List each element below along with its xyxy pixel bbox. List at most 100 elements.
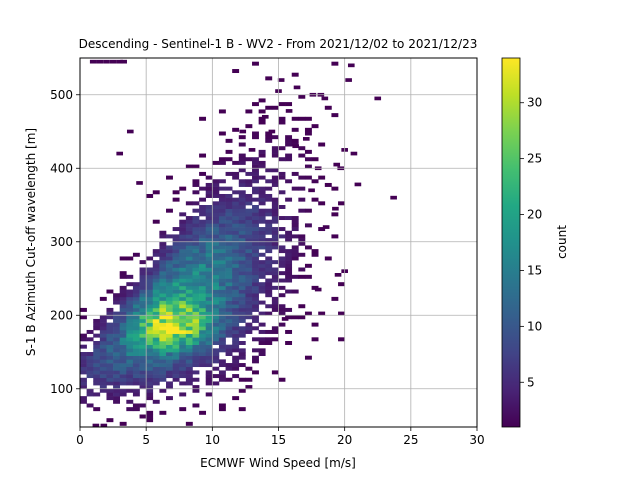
heatmap-cell — [350, 151, 358, 156]
heatmap-cell — [159, 374, 167, 379]
heatmap-cell — [185, 219, 193, 224]
heatmap-cell — [232, 256, 240, 261]
heatmap-cell — [185, 359, 193, 364]
heatmap-cell — [212, 352, 220, 356]
heatmap-cell — [245, 223, 253, 228]
heatmap-cell — [192, 182, 200, 187]
heatmap-cell — [285, 230, 293, 235]
heatmap-cell — [166, 322, 173, 327]
heatmap-cell — [126, 300, 134, 305]
heatmap-cell — [199, 318, 207, 323]
heatmap-cell — [258, 208, 266, 213]
heatmap-cell — [304, 149, 312, 154]
heatmap-cell — [212, 322, 220, 327]
heatmap-cell — [225, 326, 233, 331]
heatmap-cell — [232, 205, 240, 209]
heatmap-cell — [146, 329, 154, 334]
heatmap-cell — [218, 403, 226, 408]
heatmap-cell — [218, 260, 226, 265]
heatmap-cell — [172, 341, 180, 345]
heatmap-cell — [225, 227, 233, 232]
heatmap-cell — [106, 348, 114, 353]
heatmap-cell — [311, 179, 319, 184]
heatmap-cell — [152, 285, 160, 290]
heatmap-cell — [126, 329, 134, 334]
heatmap-cell — [159, 348, 167, 353]
heatmap-cell — [159, 352, 167, 356]
heatmap-cell — [152, 293, 160, 298]
heatmap-cell — [285, 153, 293, 158]
heatmap-cell — [99, 322, 107, 327]
heatmap-cell — [285, 142, 293, 147]
heatmap-cell — [99, 359, 107, 364]
heatmap-cell — [166, 282, 173, 287]
heatmap-cell — [146, 300, 154, 305]
heatmap-cell — [146, 341, 154, 345]
x-tick-label: 10 — [205, 433, 220, 447]
heatmap-cell — [192, 219, 200, 224]
heatmap-cell — [106, 337, 114, 342]
heatmap-cell — [252, 370, 259, 375]
heatmap-cell — [159, 234, 167, 239]
heatmap-cell — [268, 129, 276, 134]
heatmap-cell — [238, 315, 246, 320]
heatmap-cell — [126, 407, 134, 412]
heatmap-cell — [238, 212, 246, 217]
heatmap-cell — [192, 260, 200, 265]
heatmap-cell — [126, 352, 134, 356]
heatmap-cell — [278, 216, 286, 221]
heatmap-cell — [185, 256, 193, 261]
heatmap-cell — [205, 274, 213, 279]
heatmap-cell — [212, 219, 220, 224]
heatmap-cell — [245, 326, 253, 331]
heatmap-cell — [172, 344, 180, 349]
heatmap-cell — [80, 381, 87, 386]
heatmap-cell — [113, 352, 120, 356]
heatmap-cell — [172, 326, 180, 331]
heatmap-cell — [298, 304, 306, 309]
heatmap-cell — [179, 278, 187, 283]
heatmap-cell — [252, 285, 259, 290]
heatmap-cell — [205, 208, 213, 213]
heatmap-cell — [271, 296, 279, 301]
heatmap-cell — [277, 78, 285, 82]
heatmap-cell — [245, 263, 253, 268]
heatmap-cell — [192, 179, 200, 184]
heatmap-cell — [179, 223, 187, 228]
heatmap-cell — [185, 296, 193, 301]
heatmap-cell — [199, 153, 207, 158]
heatmap-cell — [106, 396, 114, 401]
heatmap-cell — [271, 146, 279, 151]
heatmap-cell — [265, 260, 273, 265]
heatmap-cell — [159, 252, 167, 257]
heatmap-cell — [159, 363, 167, 368]
heatmap-cell — [212, 260, 220, 265]
heatmap-cell — [166, 337, 173, 342]
heatmap-cell — [192, 355, 200, 360]
heatmap-cell — [106, 307, 114, 312]
heatmap-cell — [225, 157, 233, 162]
heatmap-cell — [245, 227, 253, 232]
heatmap-cell — [225, 366, 233, 371]
heatmap-cell — [252, 355, 259, 360]
heatmap-cell — [218, 245, 226, 250]
heatmap-cell — [218, 208, 226, 213]
heatmap-cell — [199, 116, 207, 121]
heatmap-cell — [80, 366, 87, 371]
heatmap-cell — [146, 285, 154, 290]
heatmap-cell — [205, 348, 213, 353]
heatmap-cell — [218, 238, 226, 243]
heatmap-cell — [285, 307, 293, 312]
heatmap-cell — [166, 208, 173, 213]
heatmap-cell — [113, 322, 120, 327]
heatmap-cell — [93, 363, 101, 368]
heatmap-cell — [218, 344, 226, 349]
heatmap-cell — [258, 160, 266, 165]
heatmap-cell — [218, 267, 226, 272]
heatmap-cell — [99, 341, 107, 345]
y-axis-label: S-1 B Azimuth Cut-off wavelength [m] — [24, 128, 38, 356]
heatmap-cell — [159, 263, 167, 268]
heatmap-cell — [252, 249, 259, 254]
heatmap-cell — [93, 333, 101, 338]
heatmap-cell — [291, 223, 299, 228]
